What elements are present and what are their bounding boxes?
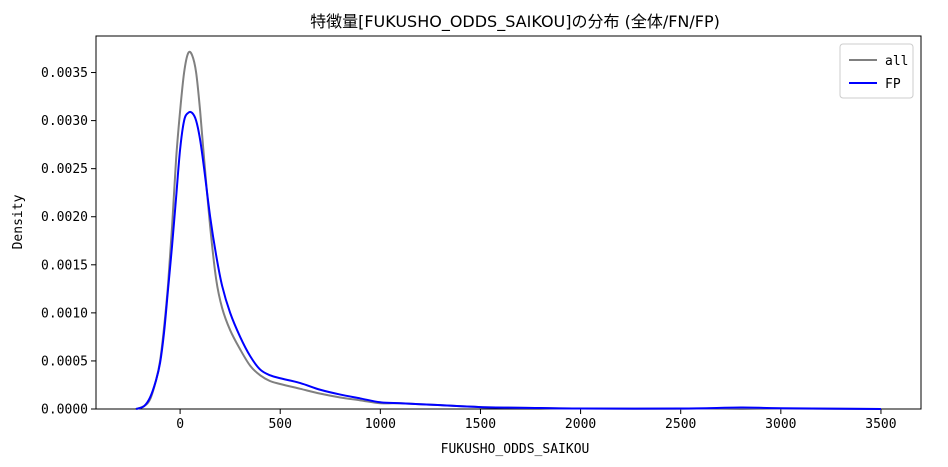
x-tick-label: 1000 bbox=[365, 417, 396, 432]
x-tick-label: 2500 bbox=[665, 417, 696, 432]
series-line-fp bbox=[135, 110, 881, 410]
y-axis-label: Density bbox=[11, 194, 26, 249]
x-tick-label: 3000 bbox=[765, 417, 796, 432]
x-tick-label: 2000 bbox=[565, 417, 596, 432]
legend-box bbox=[839, 43, 914, 99]
y-tick-label: 0.0005 bbox=[41, 354, 88, 369]
x-tick-label: 3500 bbox=[865, 417, 896, 432]
y-tick-label: 0.0010 bbox=[41, 306, 88, 321]
plot-frame bbox=[95, 35, 922, 410]
plot-area bbox=[95, 35, 922, 410]
y-tick-label: 0.0025 bbox=[41, 162, 88, 177]
x-axis-label: FUKUSHO_ODDS_SAIKOU bbox=[441, 442, 590, 457]
y-tick-label: 0.0035 bbox=[41, 66, 88, 81]
y-tick-label: 0.0020 bbox=[41, 210, 88, 225]
legend: all FP bbox=[839, 43, 914, 99]
y-tick-label: 0.0000 bbox=[41, 403, 88, 418]
series-line-all bbox=[135, 50, 881, 410]
y-axis: 0.0000 0.0005 0.0010 0.0015 0.0020 0.0025 0.00… bbox=[41, 66, 96, 418]
series-lines bbox=[135, 50, 881, 410]
legend-label-all: all bbox=[885, 54, 908, 69]
x-tick-label: 0 bbox=[176, 417, 184, 432]
x-tick-label: 500 bbox=[268, 417, 291, 432]
x-axis: 0 500 1000 1500 2000 2500 3000 3500 bbox=[176, 409, 897, 432]
chart-title: 特徴量[FUKUSHO_ODDS_SAIKOU]の分布 (全体/FN/FP) bbox=[310, 12, 720, 32]
legend-label-fp: FP bbox=[885, 77, 901, 92]
y-tick-label: 0.0015 bbox=[41, 258, 88, 273]
y-tick-label: 0.0030 bbox=[41, 114, 88, 129]
x-tick-label: 1500 bbox=[465, 417, 496, 432]
